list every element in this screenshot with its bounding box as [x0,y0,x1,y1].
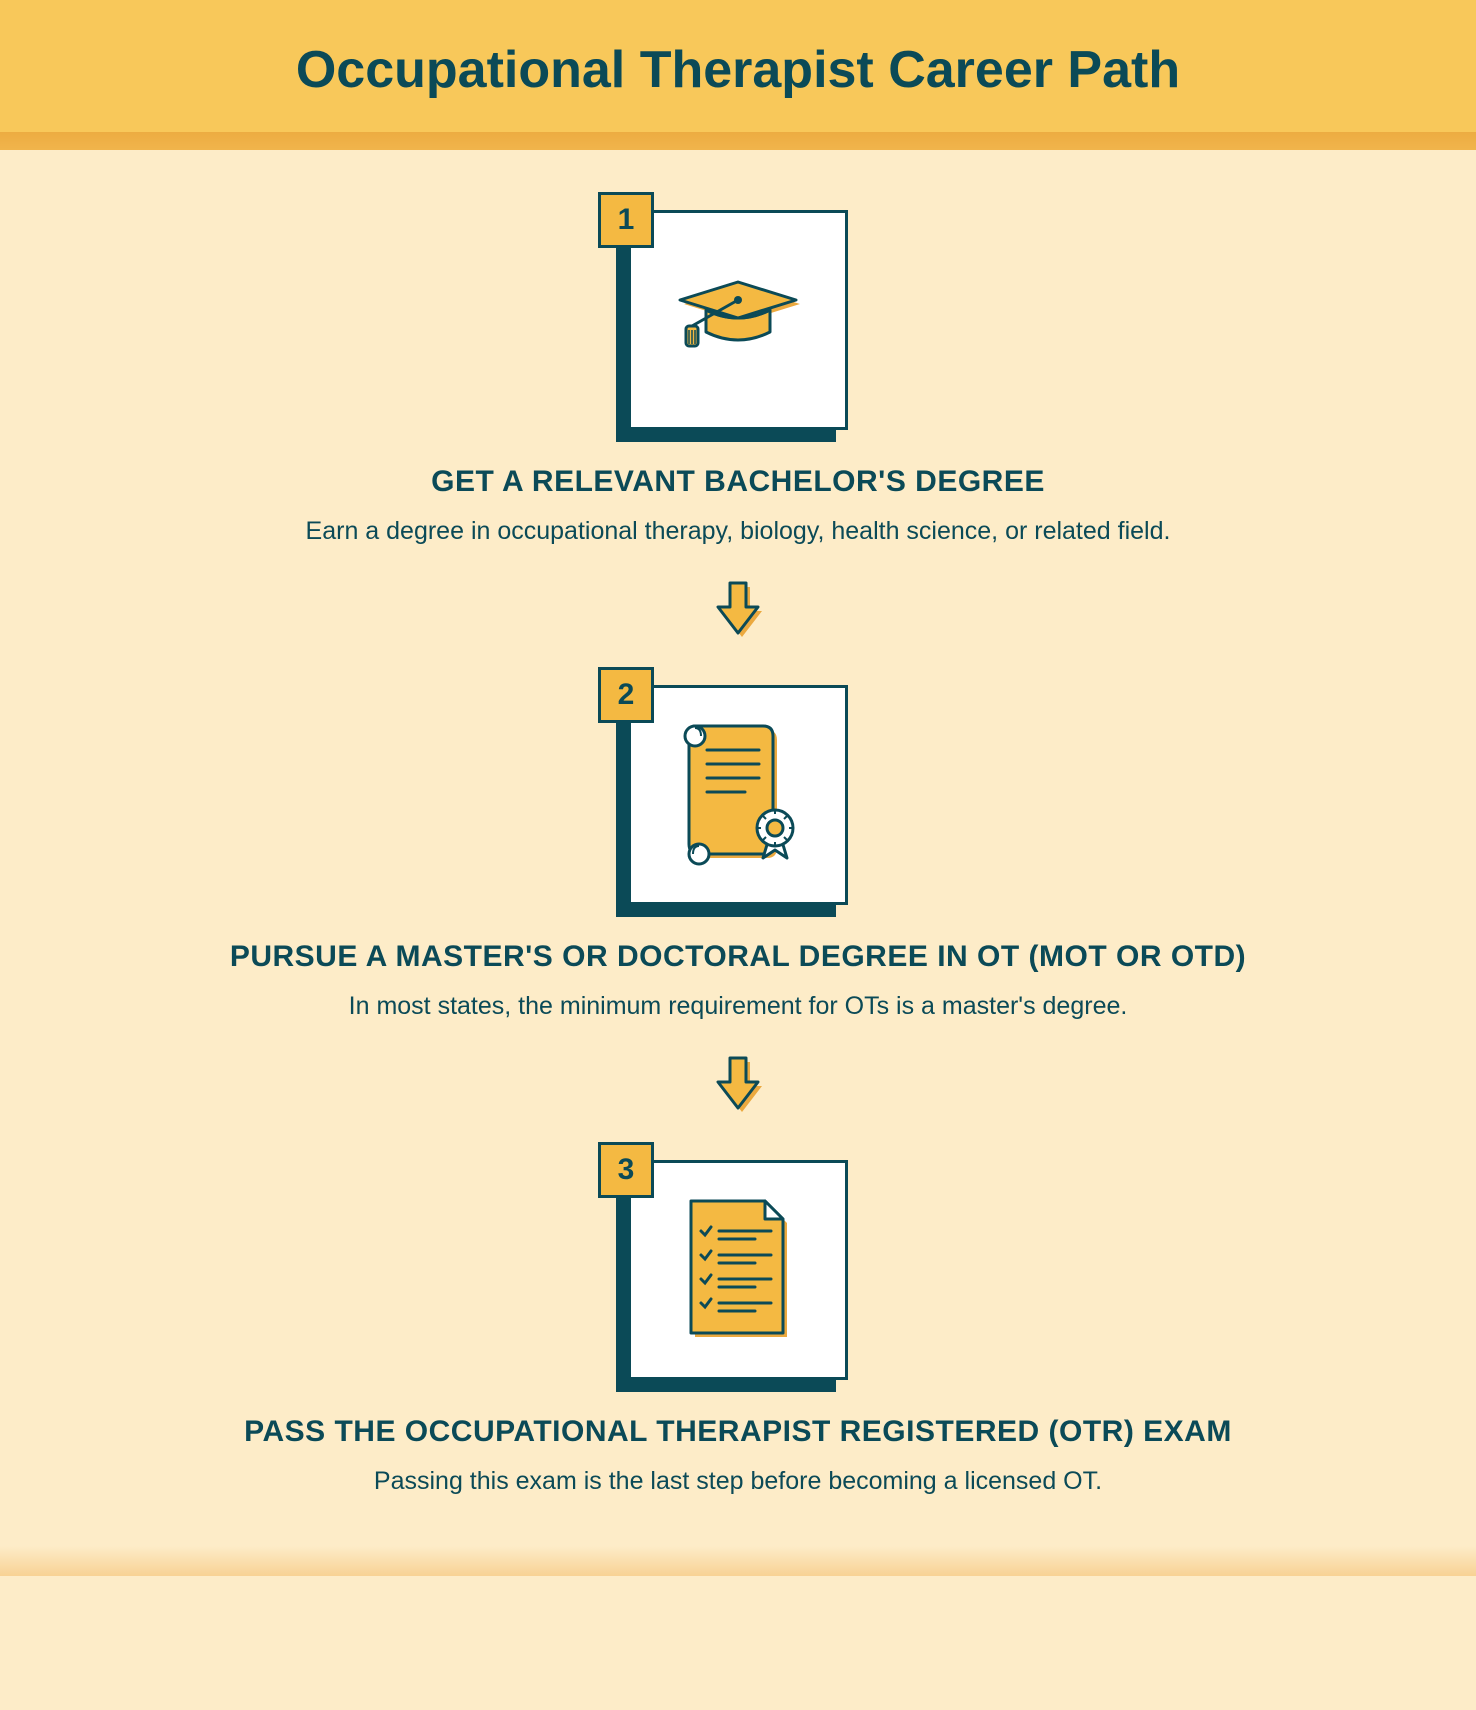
icon-card-3: 3 [628,1160,848,1380]
arrow-down-icon [710,1056,766,1120]
step-title: PURSUE A MASTER'S OR DOCTORAL DEGREE IN … [230,940,1246,974]
icon-card-1: 1 [628,210,848,430]
arrow-down-2 [710,1056,766,1120]
content-area: 1 GET A RELEVANT BACHELOR'S DEGREE Earn … [0,150,1476,1576]
checklist-icon [663,1185,813,1355]
step-title: PASS THE OCCUPATIONAL THERAPIST REGISTER… [244,1415,1232,1449]
step-number: 1 [618,203,635,237]
diploma-scroll-icon [663,710,813,880]
arrow-down-1 [710,581,766,645]
step-description: Passing this exam is the last step befor… [374,1467,1102,1496]
footer-texture [0,1546,1476,1576]
step-3: 3 PASS THE OCCUPATIONAL THERAPIST REGIST… [120,1160,1356,1496]
arrow-down-icon [710,581,766,645]
step-number: 3 [618,1153,635,1187]
step-number-badge: 1 [598,192,654,248]
step-1: 1 GET A RELEVANT BACHELOR'S DEGREE Earn … [120,210,1356,546]
icon-card-front [628,1160,848,1380]
step-number-badge: 2 [598,667,654,723]
step-title: GET A RELEVANT BACHELOR'S DEGREE [431,465,1045,499]
header-banner: Occupational Therapist Career Path [0,0,1476,150]
step-number: 2 [618,678,635,712]
step-number-badge: 3 [598,1142,654,1198]
icon-card-2: 2 [628,685,848,905]
page-title: Occupational Therapist Career Path [20,40,1456,100]
step-description: In most states, the minimum requirement … [349,992,1128,1021]
icon-card-front [628,210,848,430]
graduation-cap-icon [658,250,818,390]
icon-card-front [628,685,848,905]
step-description: Earn a degree in occupational therapy, b… [306,517,1171,546]
step-2: 2 PURSUE A MASTER'S OR DOCTORAL DEGREE I… [120,685,1356,1021]
